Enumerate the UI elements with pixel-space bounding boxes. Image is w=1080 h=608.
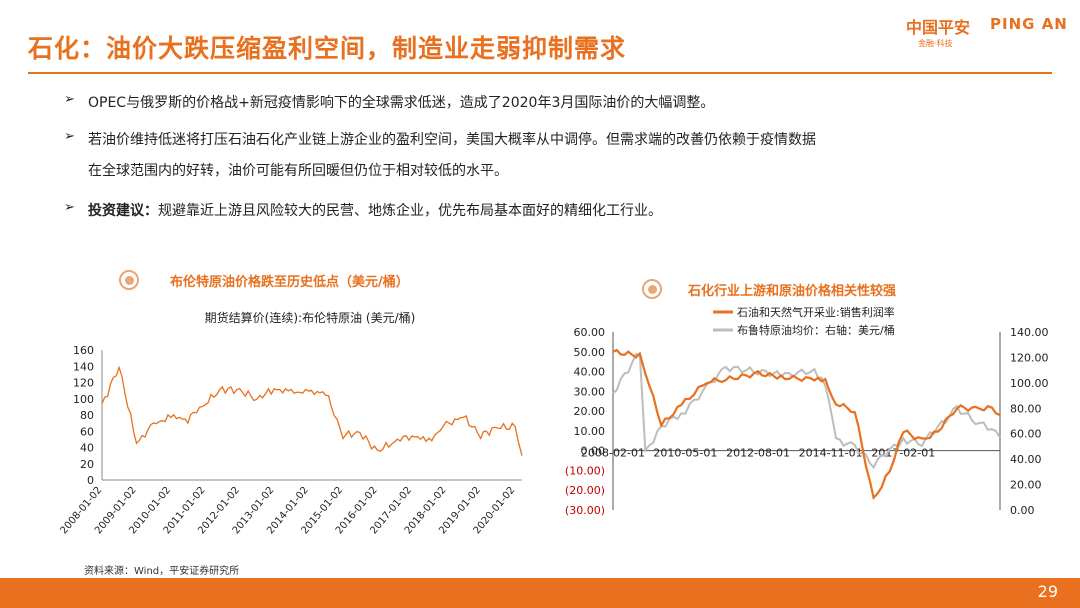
- x-tick-label: 2010-05-01: [653, 447, 717, 460]
- y-left-tick-label: 40.00: [574, 366, 606, 379]
- bullet-2-text-line1: 若油价维持低迷将打压石油石化产业链上游企业的盈利空间，美国大概率从中调停。但需求…: [88, 132, 816, 148]
- x-tick-label: 2008-02-01: [581, 447, 645, 460]
- right-chart-heading: 石化行业上游和原油价格相关性较强: [688, 284, 897, 299]
- y-right-tick-label: 20.00: [1010, 479, 1042, 492]
- y-right-tick-label: 60.00: [1010, 428, 1042, 441]
- y-left-tick-label: (30.00): [565, 504, 605, 517]
- series-line-brent: [612, 352, 1001, 470]
- chart-heading-icon: [642, 279, 662, 299]
- y-left-tick-label: 20.00: [574, 405, 606, 418]
- logo-subtitle: 金融·科技: [918, 39, 953, 48]
- y-left-tick-label: 10.00: [574, 425, 606, 438]
- y-tick-label: 80: [80, 409, 94, 422]
- correlation-chart: 60.00 50.00 40.00 30.00 20.00 10.00 0.00 (10.00…: [565, 305, 1049, 517]
- bullet-arrow-icon: ➢: [64, 200, 75, 215]
- y-right-tick-label: 100.00: [1010, 377, 1049, 390]
- y-left-tick-label: 60.00: [574, 326, 606, 339]
- page-title: 石化：油价大跌压缩盈利空间，制造业走弱抑制需求: [28, 34, 627, 63]
- y-right-tick-label: 0.00: [1010, 504, 1035, 517]
- y-tick-label: 0: [87, 474, 94, 487]
- x-tick-label: 2017-02-01: [871, 447, 935, 460]
- series-line-profit-margin: [612, 348, 1001, 500]
- y-right-tick-label: 40.00: [1010, 453, 1042, 466]
- y-tick-label: 40: [80, 442, 94, 455]
- chart-heading-icon: [119, 270, 139, 290]
- logo-english: PING AN: [990, 15, 1068, 33]
- legend-label: 布鲁特原油均价：右轴：美元/桶: [737, 323, 895, 337]
- chart-title: 期货结算价(连续):布伦特原油 (美元/桶): [205, 310, 416, 325]
- legend-label: 石油和天然气开采业:销售利润率: [737, 305, 895, 319]
- y-left-tick-label: 50.00: [574, 346, 606, 359]
- bullet-arrow-icon: ➢: [64, 129, 75, 144]
- y-tick-label: 160: [73, 344, 94, 357]
- title-divider: [28, 72, 1052, 74]
- x-tick-label: 2014-11-01: [799, 447, 863, 460]
- logo-chinese: 中国平安: [906, 18, 971, 37]
- left-chart-heading: 布伦特原油价格跌至历史低点（美元/桶）: [170, 275, 409, 290]
- bullet-1: ➢ OPEC与俄罗斯的价格战+新冠疫情影响下的全球需求低迷，造成了2020年3月…: [64, 92, 1024, 112]
- bullet-2-text-line2: 在全球范围内的好转，油价可能有所回暖但仍位于相对较低的水平。: [88, 163, 508, 179]
- y-tick-label: 60: [80, 425, 94, 438]
- y-tick-label: 120: [73, 377, 94, 390]
- y-left-tick-label: (20.00): [565, 484, 605, 497]
- x-tick-label: 2012-08-01: [726, 447, 790, 460]
- bullet-arrow-icon: ➢: [64, 92, 75, 107]
- y-tick-label: 20: [80, 458, 94, 471]
- bullet-2: ➢ 若油价维持低迷将打压石油石化产业链上游企业的盈利空间，美国大概率从中调停。但…: [64, 129, 1024, 149]
- bullet-3-label: 投资建议：: [88, 203, 158, 219]
- bullet-1-text: OPEC与俄罗斯的价格战+新冠疫情影响下的全球需求低迷，造成了2020年3月国际…: [88, 95, 715, 111]
- y-right-tick-label: 120.00: [1010, 351, 1049, 364]
- y-tick-label: 140: [73, 360, 94, 373]
- y-right-tick-label: 140.00: [1010, 326, 1049, 339]
- y-right-tick-label: 80.00: [1010, 402, 1042, 415]
- series-line: [101, 365, 523, 456]
- bullet-3: ➢ 投资建议：规避靠近上游且风险较大的民营、地炼企业，优先布局基本面好的精细化工…: [64, 200, 1024, 220]
- brent-price-chart: 期货结算价(连续):布伦特原油 (美元/桶) 0 20 40 60 80 100 120 140…: [60, 310, 523, 536]
- footer-bar: [0, 578, 1080, 608]
- y-left-tick-label: 0.00: [581, 445, 606, 458]
- page-number: 29: [1037, 582, 1058, 601]
- y-left-tick-label: 30.00: [574, 385, 606, 398]
- y-left-tick-label: (10.00): [565, 464, 605, 477]
- source-note: 资料来源：Wind，平安证券研究所: [84, 566, 240, 577]
- bullet-3-text: 规避靠近上游且风险较大的民营、地炼企业，优先布局基本面好的精细化工行业。: [158, 203, 662, 219]
- y-tick-label: 100: [73, 393, 94, 406]
